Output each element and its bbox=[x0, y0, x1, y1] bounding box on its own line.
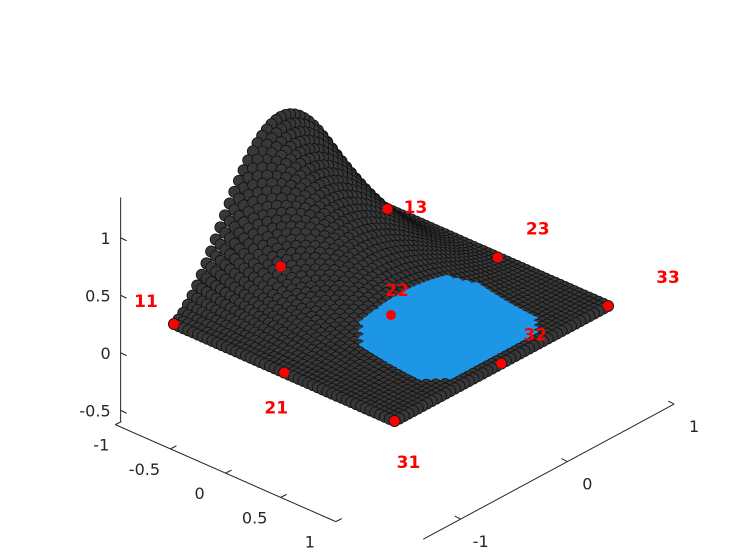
node-marker-11 bbox=[169, 319, 179, 329]
node-label-13: 13 bbox=[404, 198, 428, 218]
y-tick bbox=[667, 400, 675, 405]
x-tick-label: 1 bbox=[305, 533, 315, 552]
node-marker-31 bbox=[389, 416, 400, 426]
node-label-11: 11 bbox=[134, 292, 158, 312]
z-tick-label: 1 bbox=[100, 229, 110, 248]
x-tick bbox=[280, 493, 287, 498]
node-marker-23 bbox=[492, 252, 503, 263]
node-label-23: 23 bbox=[526, 220, 550, 240]
x-tick bbox=[335, 518, 343, 523]
node-marker-33 bbox=[603, 301, 613, 311]
z-tick-label: 0 bbox=[100, 344, 110, 363]
y-tick bbox=[561, 458, 568, 463]
node-marker-21 bbox=[279, 367, 290, 378]
y-tick bbox=[454, 515, 461, 520]
x-tick bbox=[170, 445, 177, 450]
node-marker-13 bbox=[382, 204, 393, 214]
z-tick bbox=[120, 409, 127, 414]
z-tick-label: -0.5 bbox=[79, 401, 110, 420]
node-label-31: 31 bbox=[397, 453, 421, 473]
x-tick bbox=[115, 421, 122, 426]
x-tick-label: -1 bbox=[93, 436, 109, 455]
y-tick-label: 0 bbox=[582, 475, 592, 494]
y-axis-line bbox=[423, 403, 675, 540]
node-marker-32 bbox=[496, 358, 507, 369]
y-tick-label: -1 bbox=[473, 532, 489, 551]
x-tick-label: -0.5 bbox=[129, 460, 160, 479]
x-tick bbox=[225, 469, 232, 474]
x-tick-label: 0 bbox=[194, 484, 204, 503]
x-tick-label: 0.5 bbox=[242, 508, 267, 527]
node-marker-22 bbox=[386, 310, 396, 320]
z-tick bbox=[120, 237, 127, 242]
node-label-32: 32 bbox=[523, 326, 547, 346]
z-tick-label: 0.5 bbox=[85, 286, 110, 305]
node-label-21: 21 bbox=[264, 399, 288, 419]
z-tick bbox=[120, 352, 127, 357]
node-label-22: 22 bbox=[385, 281, 409, 301]
node-marker-12 bbox=[275, 261, 286, 272]
y-tick-label: 1 bbox=[689, 417, 699, 436]
z-tick bbox=[120, 294, 127, 299]
node-label-33: 33 bbox=[656, 268, 680, 288]
